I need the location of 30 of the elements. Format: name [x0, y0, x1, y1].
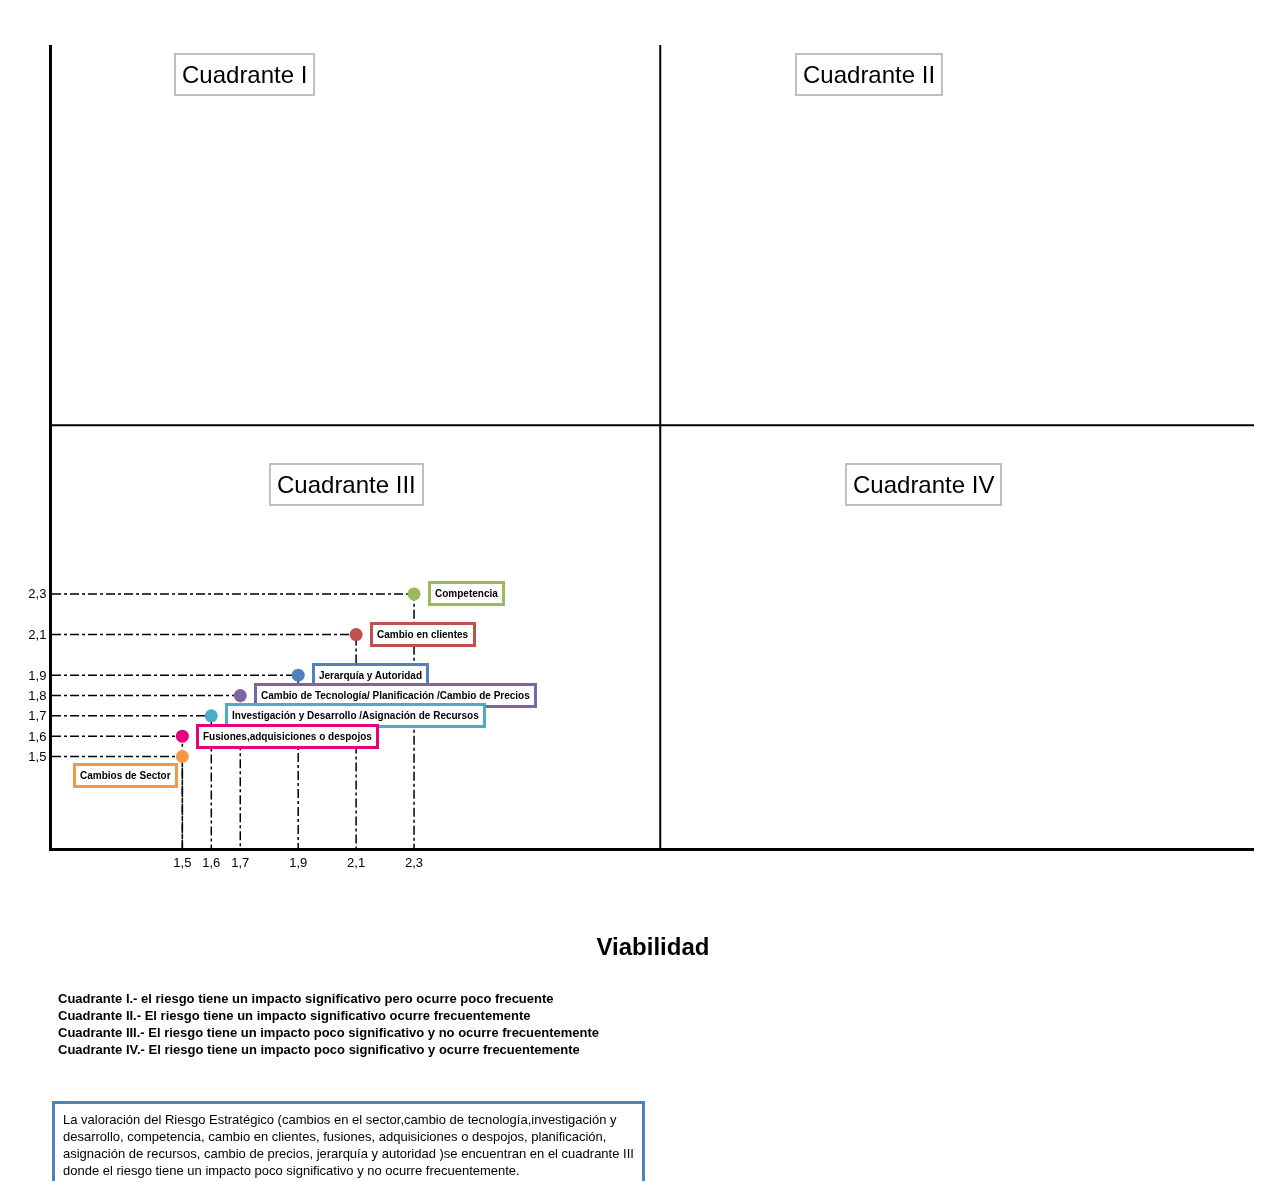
- x-tick-label: 1,7: [231, 854, 250, 870]
- series-label: Jerarquía y Autoridad: [319, 670, 422, 681]
- y-tick-label: 1,6: [28, 728, 47, 744]
- series-label: Cambio en clientes: [377, 629, 469, 640]
- x-tick-label: 1,9: [289, 854, 308, 870]
- series-label: Competencia: [435, 588, 499, 599]
- y-tick-label: 2,3: [28, 586, 47, 602]
- x-tick-label: 1,5: [173, 854, 192, 870]
- y-tick-label: 1,8: [28, 688, 47, 704]
- y-tick-label: 1,9: [28, 667, 47, 683]
- text: Cuadrante III.- El riesgo tiene un impacto poco significativo y no ocurre frecuentemente: [58, 1024, 600, 1040]
- annotation: Cuadrante III: [277, 471, 416, 498]
- series-label: Cambios de Sector: [80, 770, 171, 781]
- y-tick-label: 2,1: [28, 627, 47, 643]
- x-tick-label: 1,6: [202, 854, 221, 870]
- x-tick-label: 2,3: [405, 854, 424, 870]
- series-label: Cambio de Tecnología/ Planificación /Cambio de Precios: [261, 690, 531, 701]
- x-tick-label: 2,1: [347, 854, 366, 870]
- annotation: Cuadrante II: [803, 61, 936, 88]
- text: La valoración del Riesgo Estratégico (cambios en el sector,cambio de tecnología,investigación y desarrollo, competencia, cambio en clientes, fusiones, adquisiciones o despojos, planificación, asignación de recursos, cambio de precios, jerarquía y autoridad )se encuentran en el cuadrante III donde el riesgo tiene un impacto poco significativo y no ocurre frecuentemente.: [63, 1112, 634, 1178]
- series-label: Fusiones,adquisiciones o despojos: [203, 731, 373, 742]
- text: Cuadrante IV.- El riesgo tiene un impacto poco significativo y ocurre frecuentemente: [58, 1041, 580, 1057]
- y-tick-label: 1,7: [28, 708, 47, 724]
- x-axis-title: Viabilidad: [596, 932, 710, 960]
- annotation: Cuadrante I: [182, 61, 308, 88]
- series-label: Investigación y Desarrollo /Asignación de Recursos: [232, 710, 480, 721]
- text: Cuadrante II.- El riesgo tiene un impacto significativo ocurre frecuentemente: [58, 1007, 531, 1023]
- text: Cuadrante I.- el riesgo tiene un impacto significativo pero ocurre poco frecuente: [58, 991, 554, 1006]
- y-tick-label: 1,5: [28, 749, 47, 765]
- annotation: Cuadrante IV: [853, 471, 995, 498]
